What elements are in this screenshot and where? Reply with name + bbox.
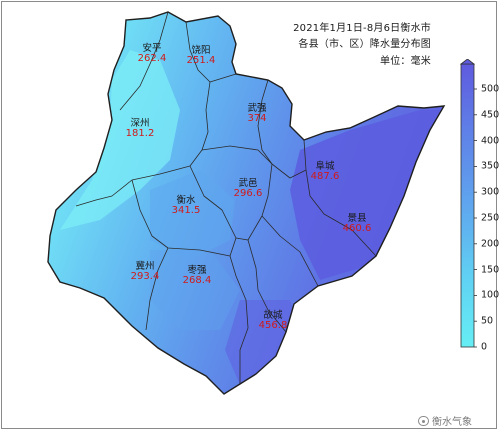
map-title-line1: 2021年1月1日-8月6日衡水市 — [293, 23, 431, 34]
watermark: 衡水气象 — [418, 413, 472, 428]
county-value-wuyi: 296.6 — [233, 188, 263, 199]
county-name-wuyi: 武邑 — [238, 178, 258, 189]
legend-tick-label: 350 — [481, 160, 500, 172]
legend-tick-label: 150 — [481, 264, 500, 276]
legend-tick-label: 500 — [481, 83, 500, 95]
county-name-fucheng: 阜城 — [315, 161, 335, 172]
wechat-icon — [418, 415, 429, 426]
county-name-gucheng: 故城 — [263, 310, 283, 321]
county-name-zaoqiang: 枣强 — [187, 265, 207, 276]
county-name-shenzhou: 深州 — [130, 118, 150, 129]
county-value-zaoqiang: 268.4 — [182, 275, 212, 286]
county-value-jingxian: 460.6 — [342, 223, 372, 234]
legend-tick-label: 250 — [481, 212, 500, 224]
legend-tick-label: 100 — [481, 289, 500, 301]
county-name-wuqiang: 武强 — [247, 103, 267, 114]
county-value-shenzhou: 181.2 — [125, 128, 155, 139]
legend-tick-label: 50 — [481, 315, 494, 327]
map-title-line2: 各县（市、区）降水量分布图 — [298, 39, 431, 50]
legend-tick-label: 0 — [481, 341, 488, 353]
county-value-anping: 262.4 — [137, 53, 167, 64]
county-name-hengshui: 衡水 — [176, 195, 196, 206]
unit-label: 单位：毫米 — [380, 56, 431, 67]
county-value-gucheng: 456.8 — [258, 320, 288, 331]
county-value-jizhou: 293.4 — [130, 271, 160, 282]
county-value-fucheng: 487.6 — [310, 171, 340, 182]
county-value-hengshui: 341.5 — [171, 205, 201, 216]
county-name-anping: 安平 — [142, 43, 162, 54]
county-name-jingxian: 景县 — [347, 213, 367, 224]
legend-tick-label: 450 — [481, 109, 500, 121]
county-value-raoyang: 251.4 — [186, 55, 216, 66]
legend-tick-label: 400 — [481, 135, 500, 147]
legend-colorbar — [459, 59, 477, 348]
legend-tick-label: 200 — [481, 238, 500, 250]
county-name-jizhou: 冀州 — [135, 261, 155, 272]
watermark-text: 衡水气象 — [432, 417, 472, 428]
county-name-raoyang: 饶阳 — [191, 45, 211, 56]
county-value-wuqiang: 374 — [247, 113, 267, 124]
legend-tick-label: 300 — [481, 186, 500, 198]
